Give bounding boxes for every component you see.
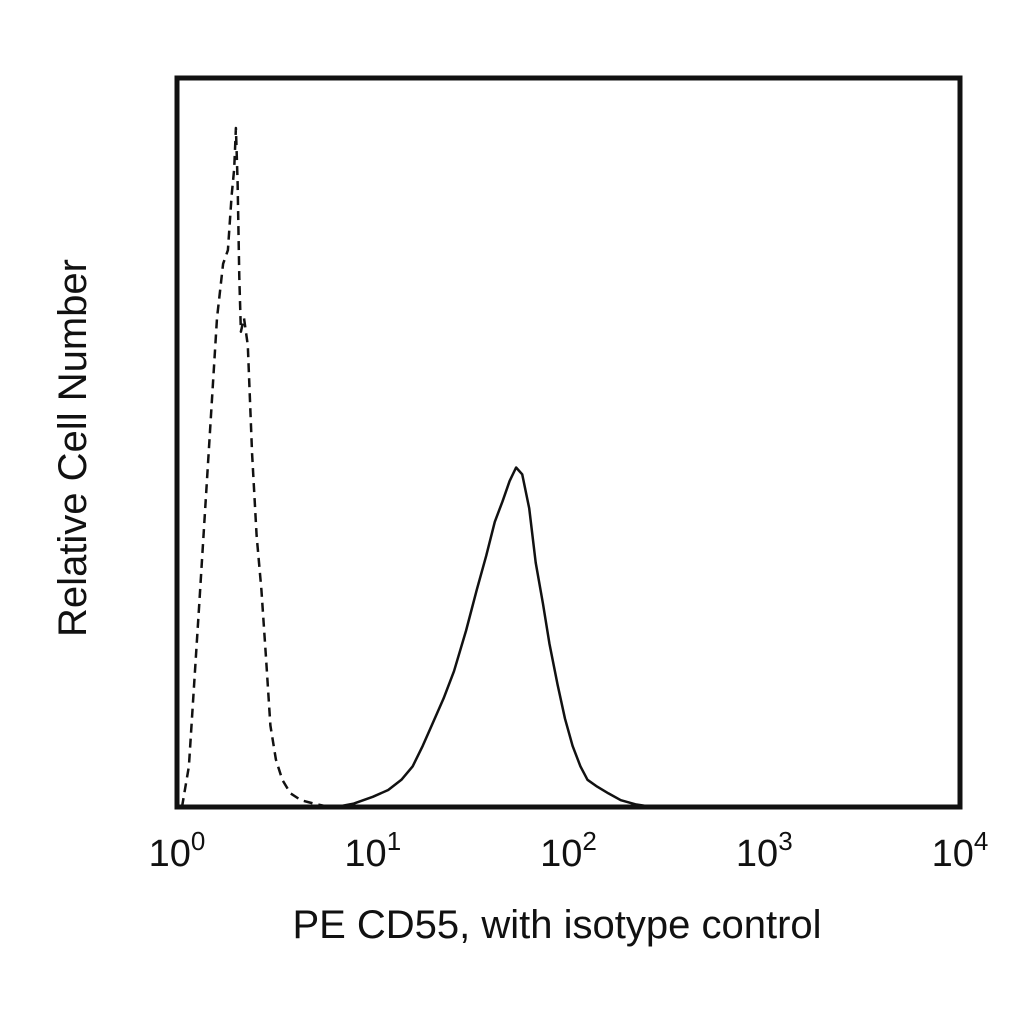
x-tick-label: 102 (540, 826, 597, 875)
pe-cd55-histogram (335, 466, 654, 809)
x-tick-label: 104 (932, 826, 989, 875)
plot-frame (174, 75, 963, 810)
isotype-control-histogram (180, 126, 330, 809)
y-axis-label: Relative Cell Number (51, 259, 95, 637)
x-tick-labels: 100 101 102 103 104 (149, 826, 989, 875)
x-tick-label: 101 (344, 826, 401, 875)
x-axis-label: PE CD55, with isotype control (292, 903, 821, 947)
series-layer (180, 126, 654, 809)
x-tick-label: 100 (149, 826, 206, 875)
x-tick-label: 103 (736, 826, 793, 875)
